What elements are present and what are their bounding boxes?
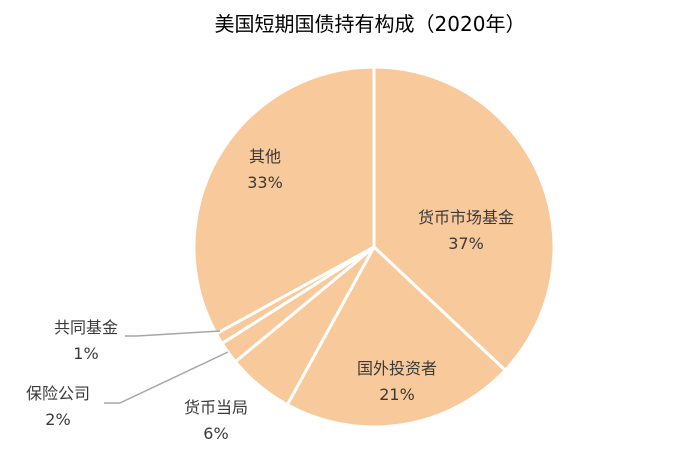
slice-label-monetary-authorities: 货币当局	[184, 398, 248, 417]
pie-slice-others	[192, 65, 376, 336]
slice-value-foreign-investors: 21%	[379, 385, 415, 404]
slice-label-mutual-funds: 共同基金	[54, 318, 118, 337]
slice-value-insurance-companies: 2%	[45, 410, 70, 429]
slice-label-insurance-companies: 保险公司	[26, 384, 90, 403]
slice-label-foreign-investors: 国外投资者	[357, 359, 437, 378]
slice-value-others: 33%	[247, 173, 283, 192]
slice-label-money-market-funds: 货币市场基金	[418, 208, 514, 227]
slice-value-mutual-funds: 1%	[73, 344, 98, 363]
pie-slice-foreign-investors	[285, 245, 507, 429]
pie-slice-money-market-funds	[372, 65, 556, 372]
leader-line-insurance-companies	[104, 351, 229, 404]
slice-value-money-market-funds: 37%	[448, 234, 484, 253]
leader-lines	[104, 330, 229, 404]
leader-line-mutual-funds	[125, 330, 221, 337]
chart-title: 美国短期国债持有构成（2020年）	[215, 12, 526, 36]
slice-labels: 货币市场基金 37% 国外投资者 21% 货币当局 6% 保险公司 2% 共同基金 1% 其他 33%	[26, 147, 514, 443]
slice-value-monetary-authorities: 6%	[203, 424, 228, 443]
pie-slices	[192, 65, 556, 429]
slice-label-others: 其他	[249, 147, 281, 166]
